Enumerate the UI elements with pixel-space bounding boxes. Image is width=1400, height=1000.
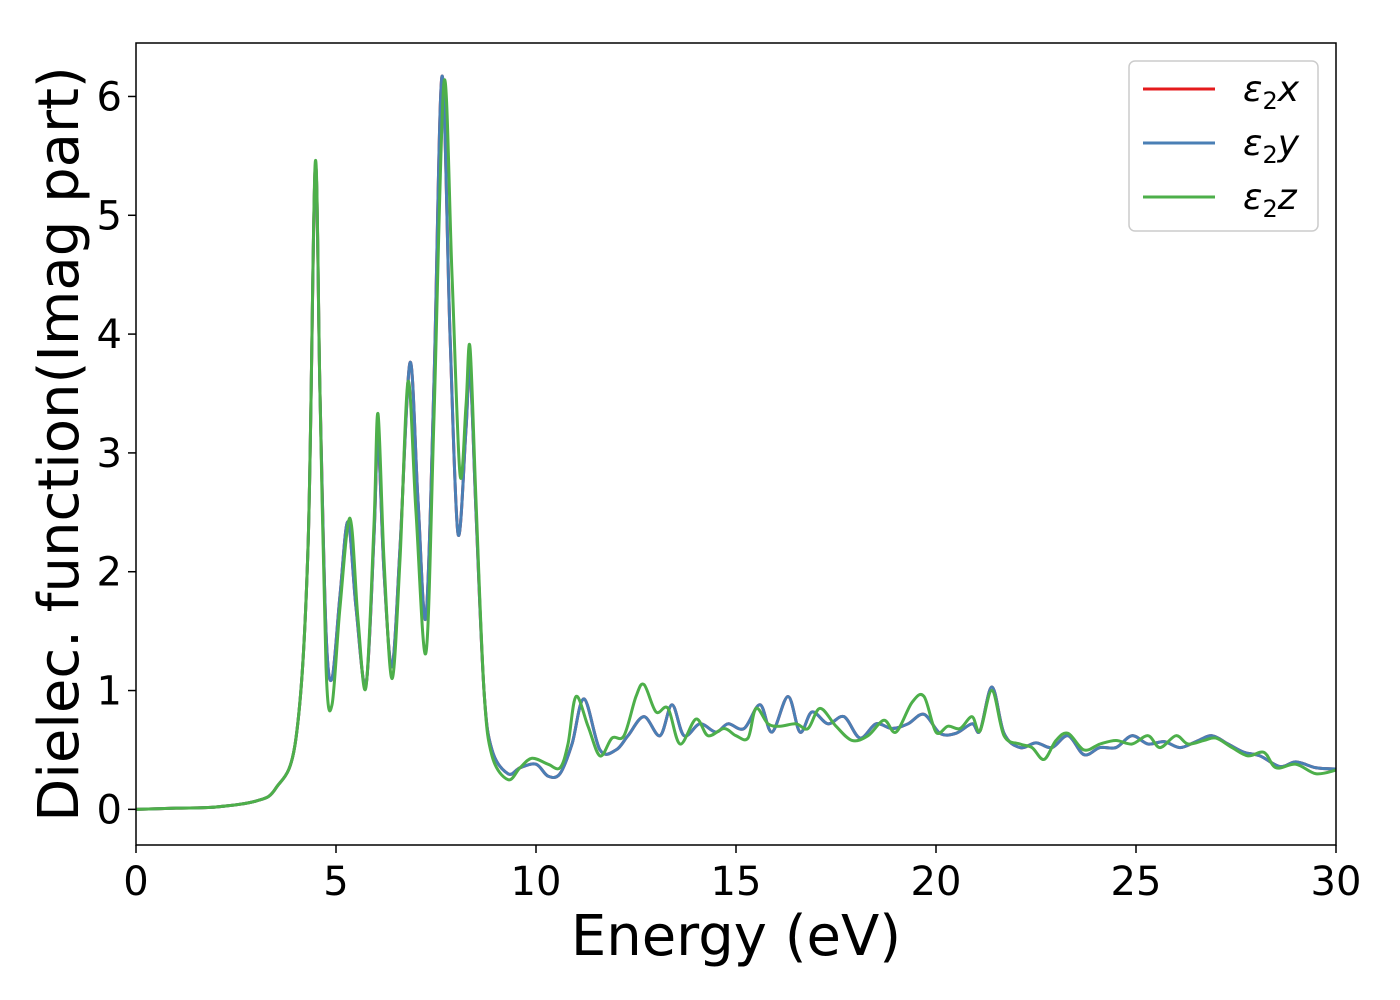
plot-area	[136, 74, 1336, 811]
x-ticks: 0 5 10 15 20 25 30	[123, 845, 1361, 905]
x-tick-label: 10	[511, 859, 562, 905]
x-tick-label: 30	[1311, 859, 1362, 905]
legend-label-y: ε2y	[1243, 123, 1300, 169]
x-tick-label: 20	[911, 859, 962, 905]
legend-component: z	[1277, 177, 1298, 218]
legend-component: y	[1277, 123, 1300, 164]
legend-component: x	[1277, 69, 1300, 110]
legend-subscript: 2	[1262, 195, 1277, 223]
x-tick-label: 25	[1111, 859, 1162, 905]
legend-subscript: 2	[1262, 87, 1277, 115]
y-tick-label: 5	[97, 193, 122, 239]
legend-box	[1128, 60, 1319, 232]
y-tick-label: 4	[97, 312, 122, 358]
legend-epsilon: ε	[1243, 123, 1262, 164]
y-tick-label: 6	[97, 74, 122, 120]
series-line-y	[136, 74, 1336, 811]
legend-subscript: 2	[1262, 141, 1277, 169]
y-tick-label: 2	[97, 550, 122, 596]
x-axis-title: Energy (eV)	[571, 904, 901, 969]
y-axis-title: Dielec. function(Imag part)	[27, 66, 92, 822]
y-ticks: 0 1 2 3 4 5 6	[97, 74, 136, 833]
y-tick-label: 0	[97, 787, 122, 833]
x-tick-label: 0	[123, 859, 148, 905]
legend-label-z: ε2z	[1243, 177, 1298, 223]
legend-label-x: ε2x	[1243, 69, 1300, 115]
series-line-z	[136, 78, 1336, 811]
legend-epsilon: ε	[1243, 69, 1262, 110]
x-tick-label: 15	[711, 859, 762, 905]
y-tick-label: 3	[97, 431, 122, 477]
y-tick-label: 1	[97, 669, 122, 715]
legend-epsilon: ε	[1243, 177, 1262, 218]
x-tick-label: 5	[323, 859, 348, 905]
